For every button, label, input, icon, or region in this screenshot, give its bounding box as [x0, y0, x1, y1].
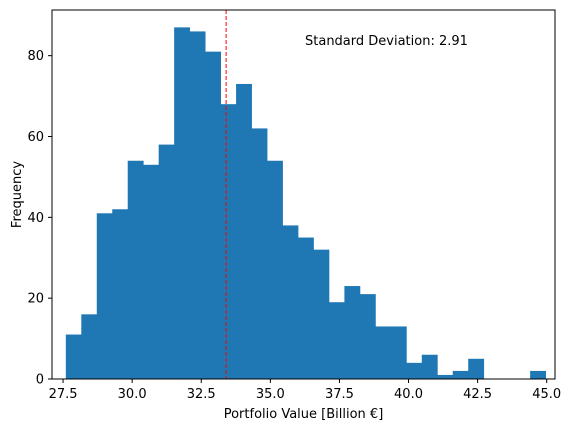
x-tick-label: 42.5	[463, 387, 492, 402]
y-axis-label: Frequency	[10, 161, 25, 228]
histogram-bar	[421, 354, 438, 379]
histogram-bars	[65, 27, 547, 380]
axes	[51, 9, 556, 380]
histogram-bar	[96, 213, 113, 379]
y-axis-ticks: 0 20 40 60 80	[27, 49, 52, 388]
histogram-bar	[189, 31, 206, 379]
histogram-bar	[205, 51, 221, 380]
histogram-bar	[452, 370, 469, 379]
histogram-bar	[220, 104, 237, 379]
histogram-bar	[127, 160, 144, 379]
histogram-bar	[530, 370, 547, 379]
histogram-bar	[158, 144, 175, 379]
plot-frame	[51, 9, 556, 380]
histogram-bar	[468, 358, 485, 379]
x-tick-label: 40.0	[394, 387, 423, 402]
x-tick-label: 27.5	[49, 387, 78, 402]
y-tick-label: 40	[27, 211, 44, 226]
x-tick-label: 37.5	[325, 387, 354, 402]
y-tick-label: 20	[27, 292, 44, 307]
histogram-bar	[359, 294, 376, 379]
histogram-bar	[81, 314, 98, 379]
histogram-bar	[143, 164, 160, 379]
histogram-bar	[251, 128, 268, 379]
histogram-bar	[344, 286, 361, 379]
x-axis-label: Portfolio Value [Billion €]	[224, 407, 384, 422]
y-tick-label: 0	[36, 373, 44, 388]
histogram-bar	[313, 249, 330, 379]
histogram-bar	[112, 209, 129, 379]
x-axis-ticks: 27.5 30.0 32.5 35.0 37.5 40.0 42.5 45.0	[49, 379, 561, 402]
x-tick-label: 35.0	[256, 387, 285, 402]
x-tick-label: 45.0	[532, 387, 561, 402]
x-tick-label: 32.5	[187, 387, 216, 402]
histogram-bar	[437, 374, 454, 379]
y-tick-label: 60	[27, 130, 44, 145]
histogram-bar	[328, 302, 345, 379]
histogram-bar	[65, 334, 82, 379]
histogram-bar	[174, 27, 191, 380]
histogram-bar	[236, 83, 252, 379]
histogram-bar	[282, 225, 299, 379]
histogram-bar	[390, 326, 407, 379]
x-tick-label: 30.0	[118, 387, 147, 402]
y-tick-label: 80	[27, 49, 44, 64]
histogram-bar	[267, 160, 283, 379]
histogram-bar	[375, 326, 392, 379]
histogram-bar	[406, 362, 423, 379]
std-dev-annotation: Standard Deviation: 2.91	[305, 34, 468, 49]
histogram-bar	[297, 237, 314, 379]
